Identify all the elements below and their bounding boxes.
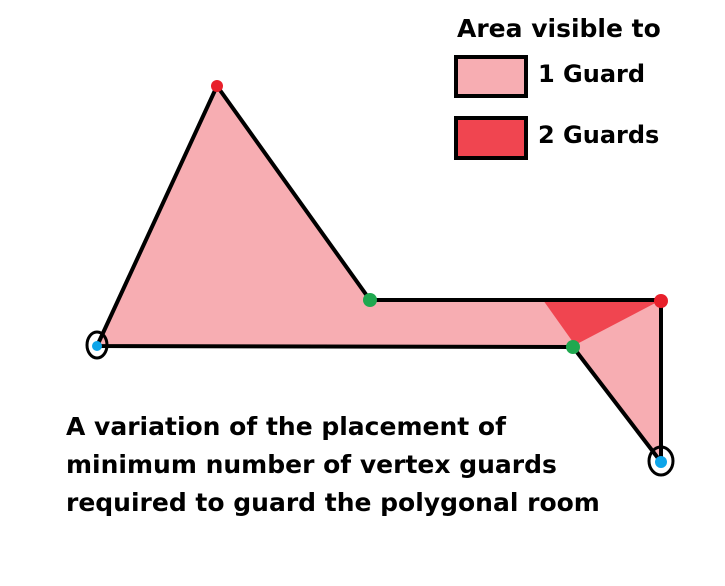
caption: A variation of the placement of minimum … [66, 408, 706, 522]
guard-blue-left [92, 341, 102, 351]
guard-red-top [211, 80, 223, 92]
guard-red-right [654, 294, 668, 308]
guard-green-middle [363, 293, 377, 307]
guard-blue-bottom [655, 456, 667, 468]
guard-blue-bottom-ring [647, 445, 675, 477]
caption-line: minimum number of vertex guards [66, 450, 557, 479]
caption-line: required to guard the polygonal room [66, 488, 600, 517]
legend-label-one-guard: 1 Guard [538, 60, 646, 88]
room-area-one-guard [97, 86, 661, 462]
legend-swatch-one-guard [454, 55, 528, 98]
guard-green-lower [566, 340, 580, 354]
legend-label-two-guards: 2 Guards [538, 121, 660, 149]
legend-title: Area visible to [457, 14, 661, 43]
room-area-two-guards [543, 300, 661, 345]
guard-blue-left-ring [85, 330, 109, 360]
legend-swatch-two-guards [454, 116, 528, 160]
caption-line: A variation of the placement of [66, 412, 506, 441]
